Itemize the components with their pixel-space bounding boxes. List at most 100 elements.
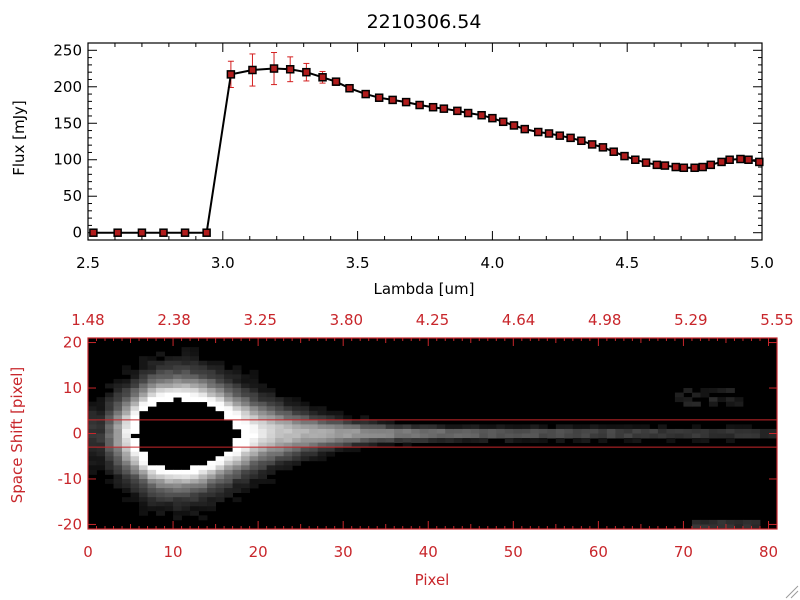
image-pixel <box>130 451 140 457</box>
image-pixel <box>249 410 259 416</box>
image-pixel <box>266 397 276 403</box>
image-pixel <box>198 515 208 521</box>
image-pixel <box>632 428 642 434</box>
image-pixel <box>504 424 514 430</box>
image-pixel <box>181 356 191 362</box>
image-pixel <box>156 465 165 471</box>
image-pixel <box>224 456 234 462</box>
image-pixel <box>717 519 727 525</box>
image-pixel <box>394 438 404 443</box>
image-pixel <box>198 369 208 375</box>
image-pixel <box>215 492 225 498</box>
image-pixel <box>181 383 191 389</box>
image-pixel <box>122 383 131 389</box>
pixel-tick-label: 80 <box>759 543 778 561</box>
image-pixel <box>96 410 106 416</box>
image-pixel <box>139 451 148 457</box>
image-pixel <box>164 356 174 362</box>
wavelength-top-axis-labels: 1.48 2.38 3.25 3.80 4.25 4.64 4.98 5.29 5.55 <box>71 311 793 329</box>
image-pixel <box>96 428 106 434</box>
x-axis-label: Lambda [um] <box>374 280 475 298</box>
image-pixel <box>122 456 131 462</box>
image-pixel <box>249 465 259 471</box>
image-pixel <box>113 419 123 425</box>
image-pixel <box>139 488 148 494</box>
image-pixel <box>113 474 123 480</box>
image-pixel <box>487 428 497 434</box>
image-pixel <box>139 374 148 380</box>
image-pixel <box>623 428 633 434</box>
image-pixel <box>334 442 344 448</box>
image-pixel <box>555 438 565 443</box>
wavelength-top-label: 4.25 <box>416 311 449 329</box>
image-pixel <box>759 428 769 434</box>
image-pixel <box>241 378 251 384</box>
data-point <box>744 155 753 164</box>
image-pixel <box>309 442 319 448</box>
image-pixel <box>105 410 114 416</box>
image-pixel <box>190 478 199 484</box>
image-pixel <box>190 492 199 498</box>
image-pixel <box>258 406 268 412</box>
image-pixel <box>173 488 182 494</box>
image-pixel <box>232 442 242 448</box>
shift-tick-label: -20 <box>58 515 83 533</box>
image-pixel <box>368 419 378 425</box>
image-pixel <box>105 438 114 443</box>
data-point <box>302 67 311 77</box>
data-point <box>533 127 543 137</box>
image-pixel <box>258 428 268 434</box>
image-pixel <box>122 442 131 448</box>
image-pixel <box>130 438 140 443</box>
image-pixel <box>147 501 157 507</box>
data-point <box>248 65 257 75</box>
image-pixel <box>725 397 735 403</box>
image-pixel <box>207 374 216 380</box>
pixel-tick-label: 10 <box>164 543 183 561</box>
data-point <box>509 121 519 130</box>
image-pixel <box>139 356 148 362</box>
image-pixel <box>266 419 276 425</box>
image-pixel <box>96 433 106 439</box>
image-pixel <box>513 428 523 434</box>
image-pixel <box>122 428 131 434</box>
data-point <box>477 110 486 120</box>
image-pixel <box>725 519 735 525</box>
image-pixel <box>198 469 208 475</box>
image-pixel <box>683 428 693 434</box>
image-pixel <box>317 451 327 457</box>
image-pixel <box>105 419 114 425</box>
image-pixel <box>258 469 268 475</box>
image-pixel <box>130 392 140 398</box>
image-pixel <box>513 433 523 439</box>
image-pixel <box>275 419 285 425</box>
image-pixel <box>572 428 582 434</box>
image-pixel <box>241 465 251 471</box>
image-pixel <box>241 442 251 448</box>
image-pixel <box>113 415 123 421</box>
image-pixel <box>198 501 208 507</box>
image-pixel <box>326 451 336 457</box>
image-pixel <box>385 419 395 425</box>
image-pixel <box>122 474 131 480</box>
image-pixel <box>292 424 302 430</box>
image-pixel <box>309 424 319 430</box>
image-pixel <box>147 360 157 366</box>
y-tick-label: 250 <box>53 41 82 59</box>
image-pixel <box>453 428 463 434</box>
image-pixel <box>725 388 735 393</box>
image-pixel <box>122 388 131 393</box>
image-pixel <box>139 460 148 466</box>
image-pixel <box>343 428 353 434</box>
image-pixel <box>453 424 463 430</box>
image-pixel <box>283 401 293 407</box>
image-pixel <box>113 378 123 384</box>
image-pixel <box>445 424 455 430</box>
image-pixel <box>317 447 327 453</box>
image-pixel <box>266 410 276 416</box>
image-pixel <box>725 424 735 430</box>
image-pixel <box>343 442 353 448</box>
spectrum-series-line <box>93 67 760 234</box>
image-pixel <box>232 497 242 503</box>
space-shift-axis-label: Space Shift [pixel] <box>8 367 26 504</box>
